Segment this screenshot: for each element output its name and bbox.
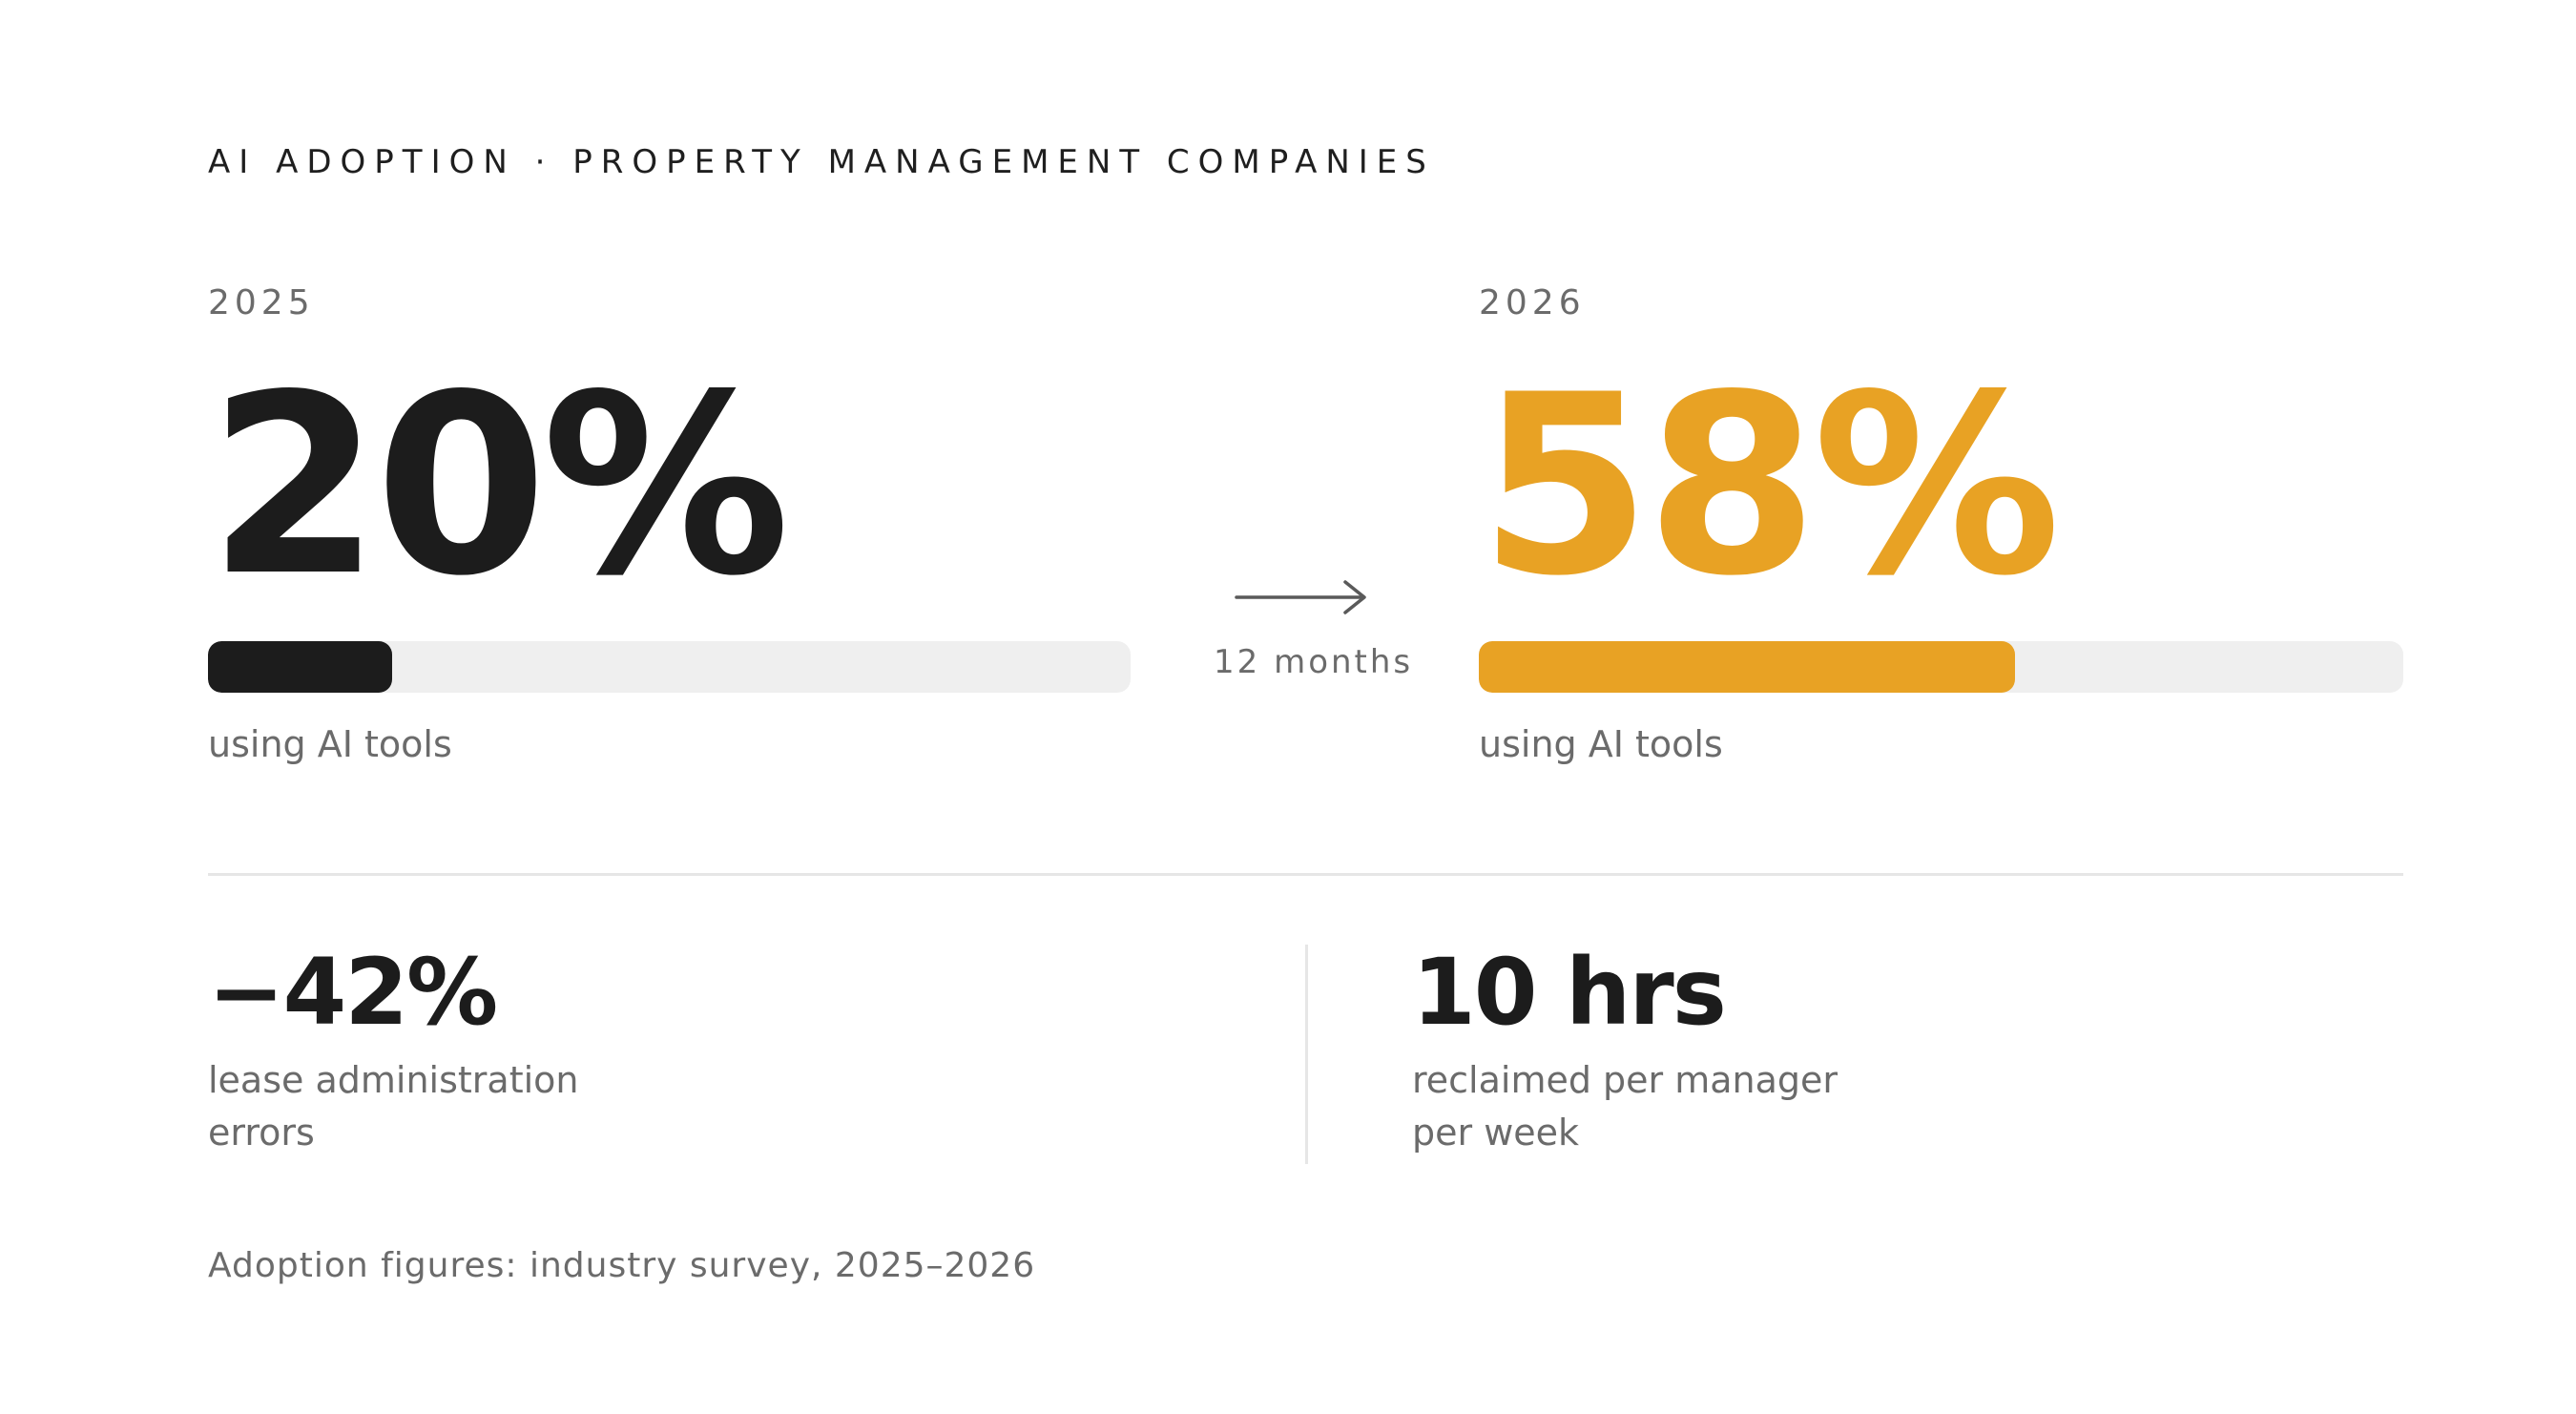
chart-title: AI ADOPTION · PROPERTY MANAGEMENT COMPAN… [208, 143, 1435, 181]
stat-hours: 10 hrs reclaimed per manager per week [1412, 940, 1838, 1159]
progress-bar [1479, 641, 2016, 693]
section-divider [208, 873, 2403, 876]
adoption-value-label: 20% [208, 343, 790, 631]
progress-bar [208, 641, 393, 693]
bar-caption: using AI tools [1479, 723, 1723, 765]
adoption-value-label: 58% [1479, 343, 2061, 631]
stat-description-line: reclaimed per manager [1412, 1059, 1839, 1101]
year-column-2025: 2025 20% using AI tools [208, 282, 1131, 765]
stat-description: reclaimed per manager per week [1412, 1054, 1838, 1159]
stat-errors: −42% lease administration errors [208, 940, 579, 1159]
year-label: 2025 [208, 283, 315, 322]
progress-track [1479, 641, 2403, 693]
stat-value: −42% [208, 939, 498, 1046]
progress-track [208, 641, 1131, 693]
stat-value: 10 hrs [1412, 939, 1727, 1046]
source-footnote: Adoption figures: industry survey, 2025–… [208, 1246, 1036, 1285]
stat-description-line: per week [1412, 1112, 1580, 1154]
year-column-2026: 2026 58% using AI tools [1479, 282, 2403, 765]
stat-description: lease administration errors [208, 1054, 579, 1159]
stat-description-line: errors [208, 1112, 315, 1154]
year-label: 2026 [1479, 283, 1586, 322]
stat-description-line: lease administration [208, 1059, 579, 1101]
stat-divider [1305, 945, 1308, 1164]
duration-label: 12 months [1214, 643, 1414, 681]
bar-caption: using AI tools [208, 723, 452, 765]
right-arrow-icon [1212, 569, 1402, 626]
